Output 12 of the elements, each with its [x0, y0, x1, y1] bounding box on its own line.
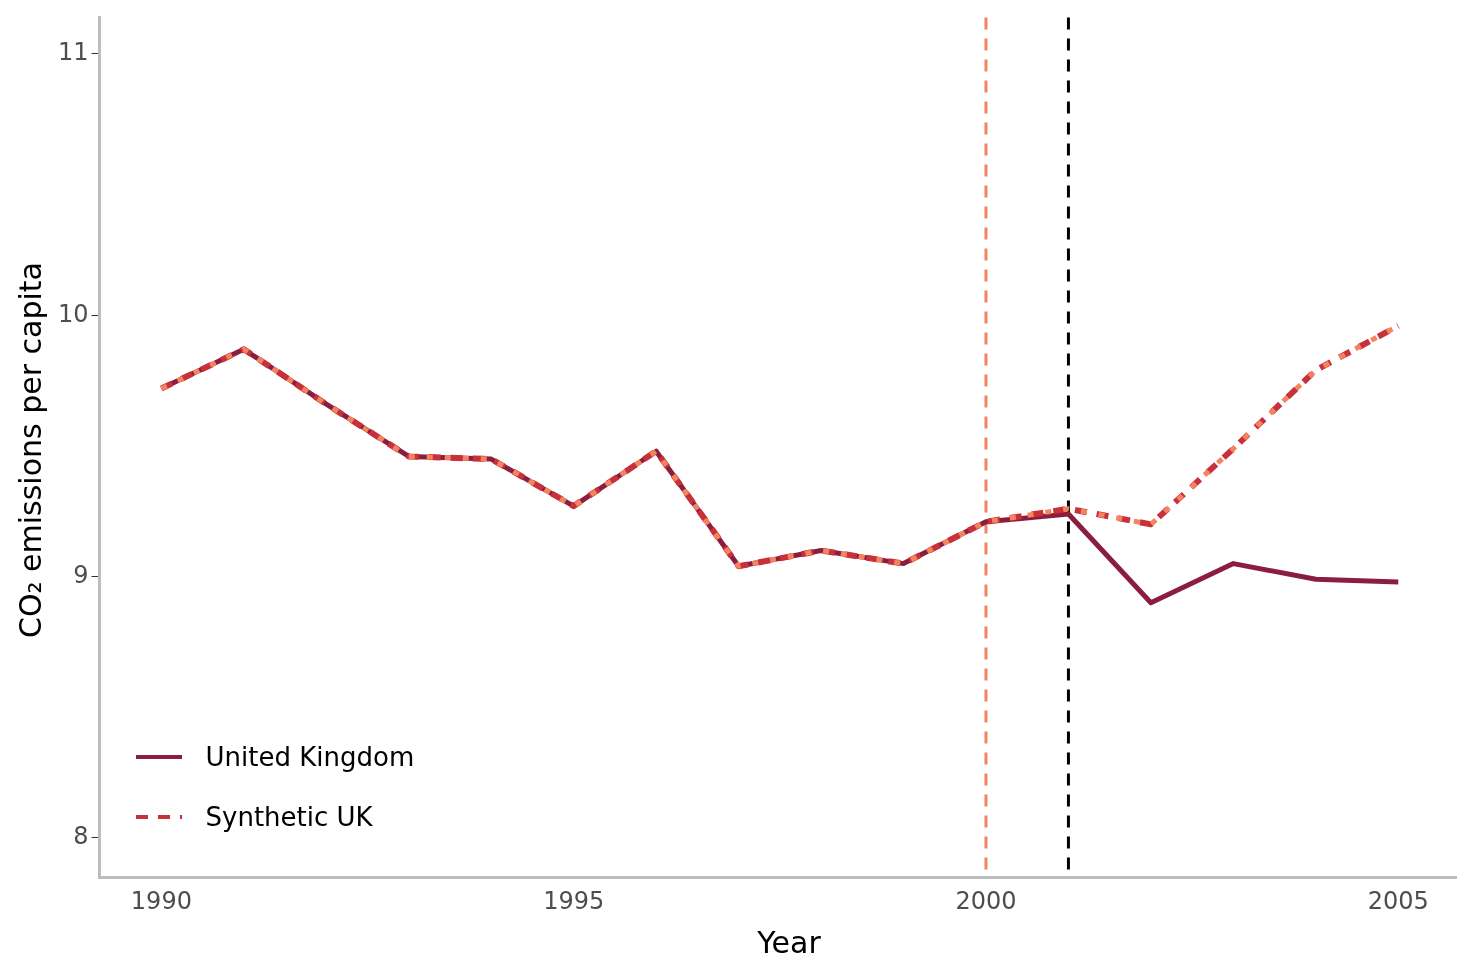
y-tick-label: 10 — [57, 299, 89, 328]
legend-label: United Kingdom — [205, 742, 415, 773]
x-axis-title: Year — [756, 925, 822, 960]
x-tick-label: 2005 — [1367, 886, 1429, 915]
y-tick-label: 8 — [73, 822, 89, 851]
y-tick-label: 11 — [57, 38, 89, 67]
x-tick-label: 2000 — [955, 886, 1017, 915]
x-tick-label: 1990 — [130, 886, 192, 915]
y-tick-label: 9 — [73, 560, 89, 589]
x-tick-label: 1995 — [543, 886, 605, 915]
y-axis-title: CO₂ emissions per capita — [12, 261, 48, 641]
legend-label: Synthetic UK — [205, 802, 373, 833]
